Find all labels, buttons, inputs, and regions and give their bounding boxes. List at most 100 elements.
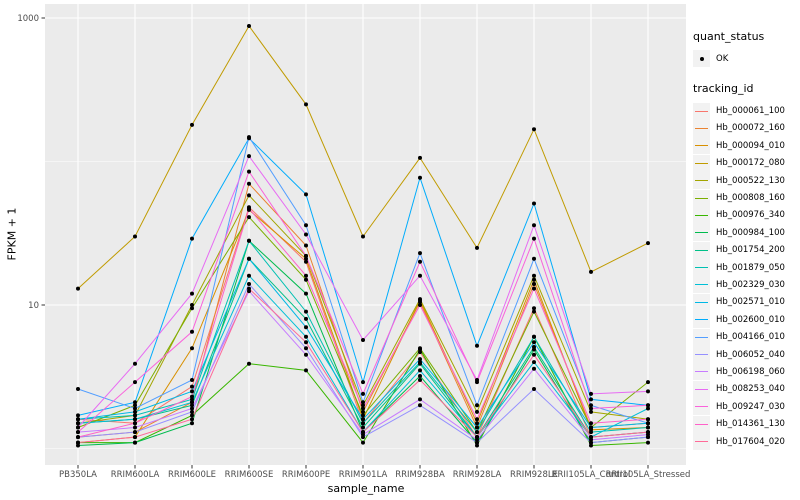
data-point — [304, 325, 308, 330]
data-point — [589, 421, 593, 426]
data-point — [304, 334, 308, 339]
data-point — [532, 340, 536, 345]
data-point — [76, 440, 80, 445]
data-point — [304, 243, 308, 248]
data-point — [304, 368, 308, 373]
data-point — [304, 309, 308, 314]
data-point — [589, 397, 593, 402]
data-point — [418, 368, 422, 373]
data-point — [475, 417, 479, 422]
data-point — [589, 403, 593, 408]
x-tick-label: RRIM600LA — [111, 470, 160, 480]
data-point — [304, 316, 308, 321]
line-swatch-icon — [695, 110, 708, 112]
data-point — [475, 245, 479, 250]
data-point — [133, 400, 137, 405]
data-point — [646, 389, 650, 394]
data-point — [646, 380, 650, 385]
data-point — [646, 406, 650, 411]
data-point — [589, 443, 593, 448]
legend-key-box — [693, 363, 710, 381]
data-point — [133, 409, 137, 414]
legend-item-label: Hb_006198_060 — [716, 366, 785, 377]
data-point — [190, 329, 194, 334]
data-point — [361, 409, 365, 414]
legend-item: Hb_000061_100 — [693, 102, 785, 120]
legend-item-label: Hb_004166_010 — [716, 332, 785, 343]
data-point — [76, 443, 80, 448]
legend-item: Hb_006198_060 — [693, 363, 785, 381]
legend-key-box — [693, 328, 710, 346]
data-point — [646, 421, 650, 426]
legend-item: Hb_004166_010 — [693, 328, 785, 346]
y-tick-label: 10 — [28, 301, 39, 311]
data-point — [190, 389, 194, 394]
x-tick-label: RRIM600LE — [168, 470, 216, 480]
legend-item-label: Hb_009247_030 — [716, 401, 785, 412]
data-point — [133, 430, 137, 435]
data-point — [304, 102, 308, 107]
legend-item: Hb_001754_200 — [693, 241, 785, 259]
legend-item: Hb_000808_160 — [693, 189, 785, 207]
legend-item: Hb_000172_080 — [693, 154, 785, 172]
legend-key-box — [693, 346, 710, 364]
line-swatch-icon — [695, 249, 708, 251]
data-point — [646, 425, 650, 430]
legend-item: Hb_000976_340 — [693, 206, 785, 224]
data-point — [475, 343, 479, 348]
x-tick-label: RRII105LA_Stressed — [606, 470, 691, 480]
data-point — [418, 251, 422, 256]
legend-item-label: Hb_002600_010 — [716, 314, 785, 325]
legend-item-label: Hb_002571_010 — [716, 297, 785, 308]
data-point — [418, 297, 422, 302]
data-point — [76, 413, 80, 418]
data-point — [418, 360, 422, 365]
data-point — [532, 273, 536, 278]
data-point — [418, 347, 422, 352]
data-point — [532, 360, 536, 365]
y-axis-title: FPKM + 1 — [5, 207, 19, 261]
line-swatch-icon — [695, 145, 708, 147]
legend-item: Hb_000522_130 — [693, 172, 785, 190]
point-marker-icon — [699, 56, 704, 61]
legend-key-box — [693, 380, 710, 398]
data-point — [361, 406, 365, 411]
data-point — [361, 234, 365, 239]
data-point — [247, 215, 251, 220]
data-point — [475, 435, 479, 440]
data-point — [76, 430, 80, 435]
data-point — [361, 391, 365, 396]
data-point — [532, 277, 536, 282]
x-axis-title: sample_name — [327, 482, 405, 495]
legend-title-quant-status: quant_status — [693, 30, 765, 43]
data-point — [361, 440, 365, 445]
line-swatch-icon — [695, 388, 708, 390]
legend-key-box — [693, 259, 710, 277]
legend-key-box — [693, 311, 710, 329]
legend-key-box — [693, 154, 710, 172]
data-point — [532, 345, 536, 349]
line-swatch-icon — [695, 371, 708, 373]
data-point — [304, 273, 308, 278]
legend-item: Hb_000072_160 — [693, 119, 785, 137]
data-point — [247, 169, 251, 174]
data-point — [418, 378, 422, 382]
data-point — [361, 425, 365, 430]
data-point — [589, 430, 593, 435]
data-point — [190, 346, 194, 351]
data-point — [247, 282, 251, 286]
data-point — [475, 430, 479, 435]
legend-item-label: Hb_000094_010 — [716, 140, 785, 151]
data-point — [76, 417, 80, 422]
x-tick-label: RRIM928BA — [395, 470, 445, 480]
data-point — [418, 374, 422, 378]
data-point — [247, 135, 251, 140]
data-point — [646, 440, 650, 445]
data-point — [532, 282, 536, 286]
legend-key-box — [693, 398, 710, 416]
legend-item: Hb_008253_040 — [693, 380, 785, 398]
data-point — [247, 238, 251, 243]
data-point — [418, 397, 422, 402]
legend-tracking-items: Hb_000061_100 Hb_000072_160 Hb_000094_010 H… — [693, 102, 785, 450]
legend-item: Hb_001879_050 — [693, 259, 785, 277]
